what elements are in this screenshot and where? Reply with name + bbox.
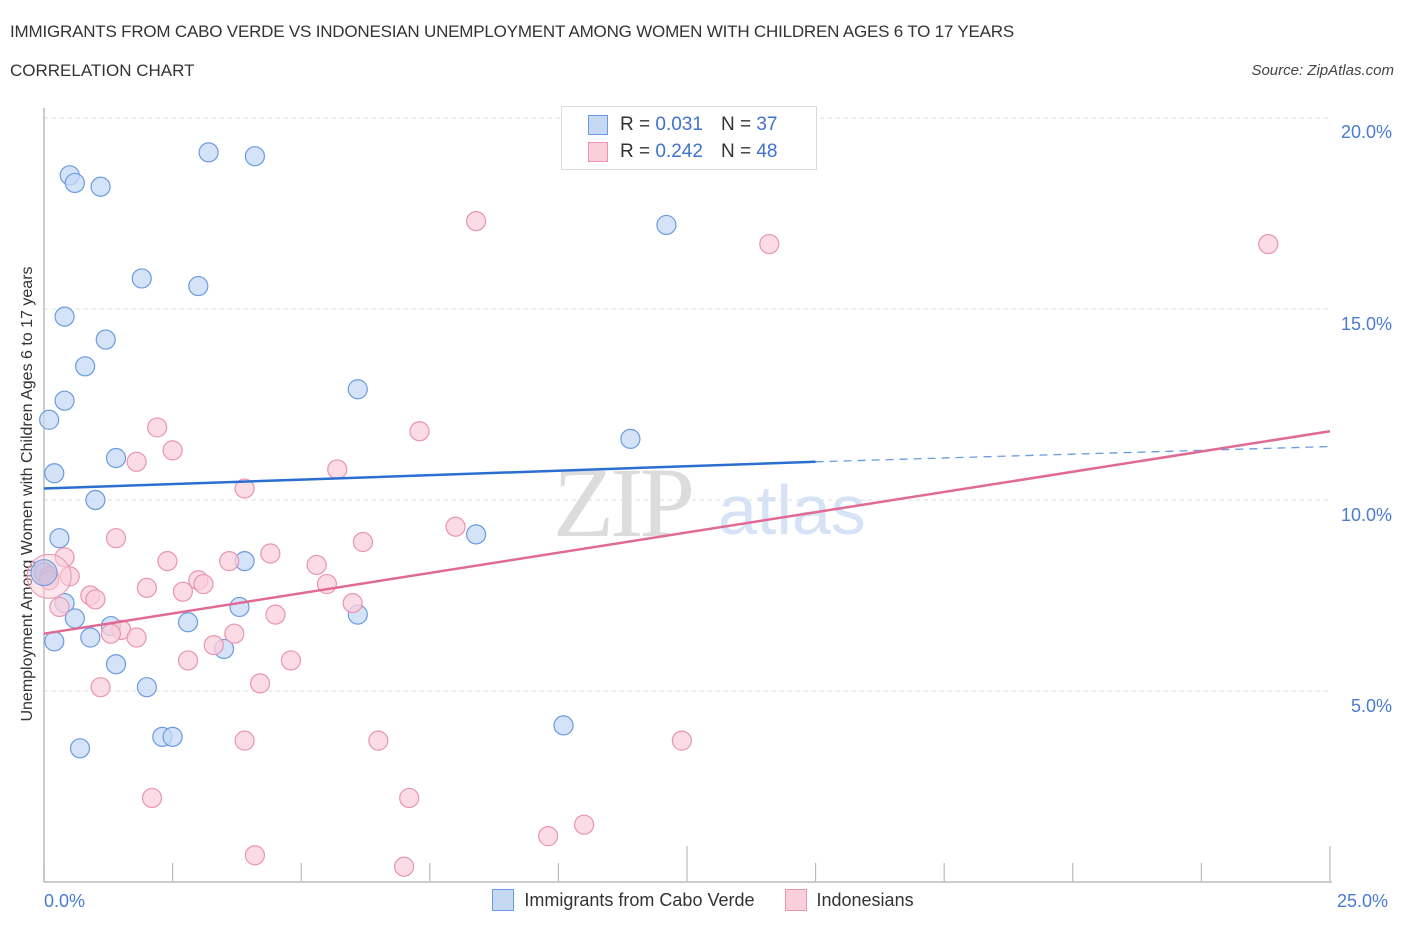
- y-tick-20: 20.0%: [1340, 122, 1392, 142]
- legend-item-cabo-verde: Immigrants from Cabo Verde: [492, 889, 755, 911]
- r-value: 0.242: [655, 141, 703, 162]
- watermark-atlas: atlas: [718, 471, 866, 549]
- y-tick-15: 15.0%: [1340, 314, 1392, 334]
- chart-subtitle: CORRELATION CHART: [10, 61, 195, 80]
- y-tick-10: 10.0%: [1340, 505, 1392, 525]
- axes: [43, 108, 1332, 883]
- legend-row-indonesians: R = 0.242 N = 48: [588, 140, 777, 164]
- series-cabo-verde-points: [33, 142, 677, 759]
- legend-item-indonesians: Indonesians: [784, 889, 914, 911]
- trend-lines: [43, 430, 1331, 635]
- r-label: R =: [620, 141, 651, 162]
- y-tick-5: 5.0%: [1350, 696, 1392, 716]
- pink-swatch-icon: [588, 142, 608, 162]
- x-tick-25: 25.0%: [1337, 891, 1389, 911]
- series-legend: Immigrants from Cabo Verde Indonesians: [0, 889, 1406, 911]
- series-indonesians-points: [26, 211, 1279, 877]
- n-value: 37: [756, 114, 778, 135]
- blue-swatch-icon: [588, 115, 608, 135]
- source-credit: Source: ZipAtlas.com: [1251, 62, 1394, 79]
- n-label: N =: [720, 114, 752, 135]
- x-tick-0: 0.0%: [44, 891, 86, 911]
- pink-swatch-icon: [784, 889, 807, 911]
- n-value: 48: [756, 141, 778, 162]
- legend-label: Immigrants from Cabo Verde: [524, 889, 755, 910]
- r-value: 0.031: [655, 114, 703, 135]
- legend-row-cabo-verde: R = 0.031 N = 37: [588, 113, 777, 137]
- n-label: N =: [720, 141, 752, 162]
- chart-title: IMMIGRANTS FROM CABO VERDE VS INDONESIAN…: [10, 22, 1015, 41]
- blue-swatch-icon: [492, 889, 515, 911]
- r-label: R =: [620, 114, 651, 135]
- correlation-legend: R = 0.031 N = 37 R = 0.242 N = 48: [561, 106, 817, 170]
- watermark-zip: ZIP: [553, 447, 695, 558]
- legend-label: Indonesians: [816, 889, 914, 910]
